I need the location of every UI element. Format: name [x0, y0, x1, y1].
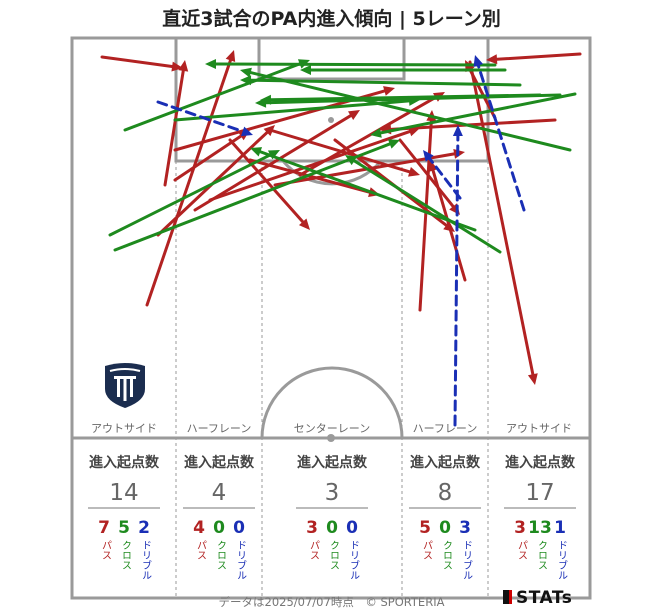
pass-arrow	[468, 60, 538, 385]
dribble-count: 3	[459, 518, 471, 538]
lane-dividers	[175, 161, 489, 598]
cross-arrow	[240, 75, 522, 87]
dribble-label: ドリブル	[140, 540, 152, 580]
center-circle	[260, 366, 404, 439]
cross-label: クロス	[215, 540, 226, 570]
cross-label: クロス	[328, 540, 339, 570]
pass-label: パス	[308, 540, 320, 560]
cross-arrow	[113, 139, 400, 252]
dribble-arrow	[156, 100, 253, 137]
dribble-label: ドリブル	[556, 540, 568, 580]
dribble-count: 0	[233, 518, 245, 538]
footer-note: データは2025/07/07時点 © SPORTERIA	[218, 595, 445, 609]
dribble-label: ドリブル	[348, 540, 360, 580]
dribble-label: ドリブル	[461, 540, 473, 580]
cross-arrow	[240, 67, 572, 152]
dribble-arrow	[452, 125, 463, 427]
pass-arrow	[486, 52, 582, 65]
lane-stat-1: 進入起点数 14 7パス 5 クロス 2 ドリブル	[88, 454, 160, 580]
entries-heading: 進入起点数	[184, 454, 255, 471]
entries-total: 17	[525, 480, 554, 506]
pass-arrow	[268, 128, 420, 177]
cross-arrow	[345, 155, 502, 254]
lane-label: ハーフレーン	[413, 422, 478, 435]
lane-label: ハーフレーン	[187, 422, 252, 435]
cross-count: 13	[528, 518, 552, 538]
entries-heading: 進入起点数	[89, 454, 160, 471]
stats-logo-text: STATs	[516, 588, 573, 608]
entries-total: 3	[325, 480, 340, 506]
team-crest-icon	[105, 363, 145, 408]
cross-count: 0	[213, 518, 225, 538]
center-spot	[327, 434, 335, 442]
chart-title: 直近3試合のPA内進入傾向 | 5レーン別	[162, 8, 501, 30]
cross-count: 5	[118, 518, 130, 538]
arrows-layer	[100, 50, 582, 427]
pass-arrow	[173, 130, 250, 182]
pass-count: 5	[419, 518, 431, 538]
cross-label: クロス	[441, 540, 452, 570]
lane-label: センターレーン	[294, 422, 370, 435]
cross-arrow	[205, 59, 497, 70]
dribble-arrow	[423, 150, 462, 200]
pitch-lines	[70, 36, 592, 600]
entries-heading: 進入起点数	[410, 454, 481, 471]
lane-label: アウトサイド	[91, 422, 157, 435]
pass-count: 3	[306, 518, 318, 538]
pass-count: 3	[514, 518, 526, 538]
goal-area	[257, 36, 406, 81]
lane-stats: 進入起点数147パス5クロス2ドリブル進入起点数44パス0クロス0ドリブル進入起…	[88, 454, 576, 580]
lane-label: アウトサイド	[506, 422, 572, 435]
cross-label: クロス	[120, 540, 131, 570]
stats-logo: STATs	[503, 588, 572, 608]
pass-count: 4	[193, 518, 205, 538]
cross-arrow	[370, 92, 577, 138]
cross-arrow	[250, 147, 477, 232]
entries-total: 4	[212, 480, 227, 506]
stats-logo-icon	[503, 590, 512, 604]
entries-heading: 進入起点数	[505, 454, 576, 471]
pass-label: パス	[516, 540, 528, 560]
dribble-count: 2	[138, 518, 150, 538]
cross-count: 0	[439, 518, 451, 538]
dribble-arrow	[473, 55, 526, 212]
dribble-count: 0	[346, 518, 358, 538]
pass-label: パス	[100, 540, 112, 560]
cross-label: クロス	[536, 540, 547, 570]
pass-count: 7	[98, 518, 110, 538]
entries-total: 8	[438, 480, 453, 506]
entries-total: 14	[109, 480, 138, 506]
pass-arrow	[163, 60, 189, 187]
cross-arrow	[300, 65, 507, 75]
dribble-count: 1	[554, 518, 566, 538]
cross-count: 0	[326, 518, 338, 538]
cross-arrow	[108, 150, 280, 237]
entries-heading: 進入起点数	[297, 454, 368, 471]
pass-label: パス	[421, 540, 433, 560]
pass-label: パス	[195, 540, 207, 560]
pass-arrow	[428, 160, 467, 282]
pass-arrow	[145, 50, 236, 307]
cross-arrow	[260, 93, 542, 105]
penalty-spot	[328, 117, 334, 123]
pass-arrow	[100, 55, 183, 72]
pass-arrow	[193, 110, 360, 212]
dribble-label: ドリブル	[235, 540, 247, 580]
